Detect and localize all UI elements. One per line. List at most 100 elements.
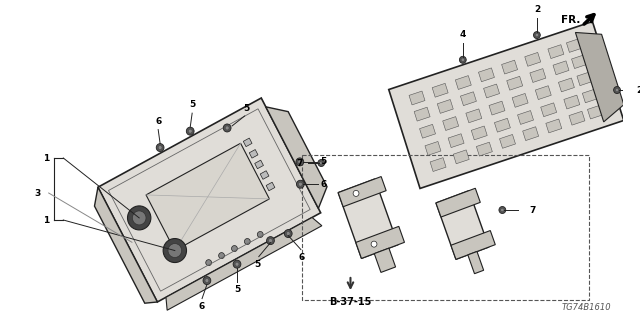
Text: 5: 5	[234, 285, 240, 294]
Circle shape	[188, 129, 192, 133]
Circle shape	[168, 244, 182, 258]
Polygon shape	[476, 142, 492, 156]
Polygon shape	[430, 158, 446, 172]
Polygon shape	[420, 124, 435, 138]
Polygon shape	[409, 91, 425, 105]
Circle shape	[232, 245, 237, 252]
Polygon shape	[523, 127, 539, 140]
Polygon shape	[588, 105, 604, 119]
Circle shape	[615, 88, 619, 92]
Circle shape	[244, 238, 250, 244]
Bar	[243, 138, 252, 147]
Text: 3: 3	[35, 188, 41, 197]
Text: 4: 4	[460, 30, 466, 39]
Polygon shape	[432, 83, 448, 97]
Polygon shape	[569, 111, 585, 125]
Bar	[302, 155, 589, 300]
Circle shape	[371, 241, 377, 247]
Polygon shape	[471, 126, 487, 140]
Text: 5: 5	[255, 260, 261, 268]
Circle shape	[257, 231, 263, 237]
Polygon shape	[455, 76, 471, 90]
Circle shape	[460, 56, 466, 63]
Circle shape	[235, 262, 239, 266]
Text: 6: 6	[155, 116, 161, 125]
Polygon shape	[525, 52, 541, 66]
Circle shape	[499, 206, 506, 213]
Text: TG74B1610: TG74B1610	[562, 303, 611, 312]
Circle shape	[286, 232, 290, 236]
Polygon shape	[553, 61, 569, 75]
Polygon shape	[559, 78, 575, 92]
Polygon shape	[436, 188, 480, 217]
Circle shape	[158, 146, 162, 149]
Text: B-37-15: B-37-15	[330, 297, 372, 307]
Circle shape	[318, 159, 324, 166]
Polygon shape	[414, 107, 430, 121]
Circle shape	[132, 211, 146, 225]
Polygon shape	[448, 134, 464, 148]
Circle shape	[205, 279, 209, 283]
Polygon shape	[437, 100, 453, 113]
Text: 5: 5	[189, 100, 195, 109]
Circle shape	[353, 190, 359, 196]
Polygon shape	[582, 89, 598, 103]
Polygon shape	[98, 98, 321, 302]
Circle shape	[267, 236, 275, 244]
Polygon shape	[546, 119, 562, 133]
Polygon shape	[548, 45, 564, 59]
Polygon shape	[95, 187, 157, 303]
Text: 5: 5	[320, 157, 326, 166]
Circle shape	[614, 86, 620, 93]
Circle shape	[296, 158, 304, 166]
Polygon shape	[460, 92, 476, 106]
Polygon shape	[564, 95, 580, 109]
Circle shape	[203, 276, 211, 284]
Text: 6: 6	[299, 252, 305, 261]
Text: 2: 2	[637, 85, 640, 94]
Bar	[255, 160, 264, 169]
Polygon shape	[338, 177, 386, 207]
Polygon shape	[356, 226, 404, 259]
Polygon shape	[572, 55, 588, 68]
Circle shape	[298, 160, 302, 164]
Circle shape	[461, 58, 465, 61]
Circle shape	[534, 32, 540, 39]
Circle shape	[535, 33, 539, 37]
Polygon shape	[566, 38, 582, 52]
Polygon shape	[338, 179, 398, 259]
Text: 5: 5	[243, 104, 250, 113]
Text: 7: 7	[529, 205, 536, 214]
Circle shape	[284, 229, 292, 237]
Circle shape	[296, 180, 304, 188]
Bar	[249, 149, 258, 158]
Polygon shape	[166, 218, 322, 310]
Polygon shape	[484, 84, 500, 98]
Circle shape	[225, 126, 229, 130]
Polygon shape	[374, 248, 396, 272]
Polygon shape	[266, 107, 327, 208]
Polygon shape	[479, 68, 495, 82]
Circle shape	[205, 260, 212, 266]
Polygon shape	[541, 103, 557, 117]
Text: 7: 7	[297, 158, 303, 167]
Polygon shape	[466, 109, 482, 123]
Circle shape	[298, 182, 302, 186]
Polygon shape	[577, 72, 593, 86]
Polygon shape	[443, 116, 459, 131]
Polygon shape	[530, 68, 546, 83]
Text: FR.: FR.	[561, 15, 580, 25]
Bar	[260, 171, 269, 179]
Polygon shape	[436, 191, 489, 259]
Text: 1: 1	[44, 215, 50, 225]
Polygon shape	[146, 143, 269, 251]
Bar	[266, 182, 275, 191]
Polygon shape	[453, 150, 469, 164]
Polygon shape	[495, 118, 510, 132]
Circle shape	[163, 238, 186, 262]
Circle shape	[319, 161, 323, 165]
Polygon shape	[535, 86, 551, 100]
Text: 6: 6	[321, 180, 327, 189]
Text: 1: 1	[44, 154, 50, 163]
Circle shape	[219, 252, 225, 259]
